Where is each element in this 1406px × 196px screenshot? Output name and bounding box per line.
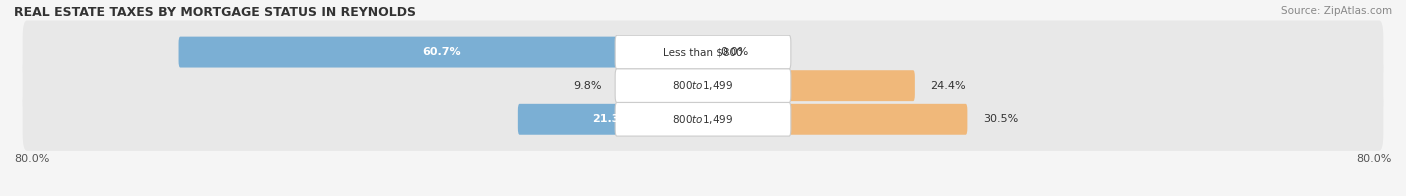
FancyBboxPatch shape <box>616 103 790 136</box>
FancyBboxPatch shape <box>517 104 704 135</box>
Text: Less than $800: Less than $800 <box>664 47 742 57</box>
FancyBboxPatch shape <box>22 88 1384 151</box>
FancyBboxPatch shape <box>22 21 1384 84</box>
FancyBboxPatch shape <box>179 37 704 68</box>
FancyBboxPatch shape <box>616 35 790 69</box>
Text: $800 to $1,499: $800 to $1,499 <box>672 79 734 92</box>
Text: 0.0%: 0.0% <box>720 47 748 57</box>
Text: 80.0%: 80.0% <box>14 153 49 163</box>
Text: $800 to $1,499: $800 to $1,499 <box>672 113 734 126</box>
Text: 80.0%: 80.0% <box>1357 153 1392 163</box>
FancyBboxPatch shape <box>616 69 790 103</box>
FancyBboxPatch shape <box>22 54 1384 117</box>
FancyBboxPatch shape <box>617 70 704 101</box>
Text: 9.8%: 9.8% <box>572 81 602 91</box>
Text: 60.7%: 60.7% <box>422 47 461 57</box>
FancyBboxPatch shape <box>702 104 967 135</box>
FancyBboxPatch shape <box>702 70 915 101</box>
Text: Source: ZipAtlas.com: Source: ZipAtlas.com <box>1281 6 1392 16</box>
Text: 30.5%: 30.5% <box>983 114 1018 124</box>
Text: REAL ESTATE TAXES BY MORTGAGE STATUS IN REYNOLDS: REAL ESTATE TAXES BY MORTGAGE STATUS IN … <box>14 6 416 19</box>
Text: 24.4%: 24.4% <box>931 81 966 91</box>
Text: 21.3%: 21.3% <box>592 114 630 124</box>
